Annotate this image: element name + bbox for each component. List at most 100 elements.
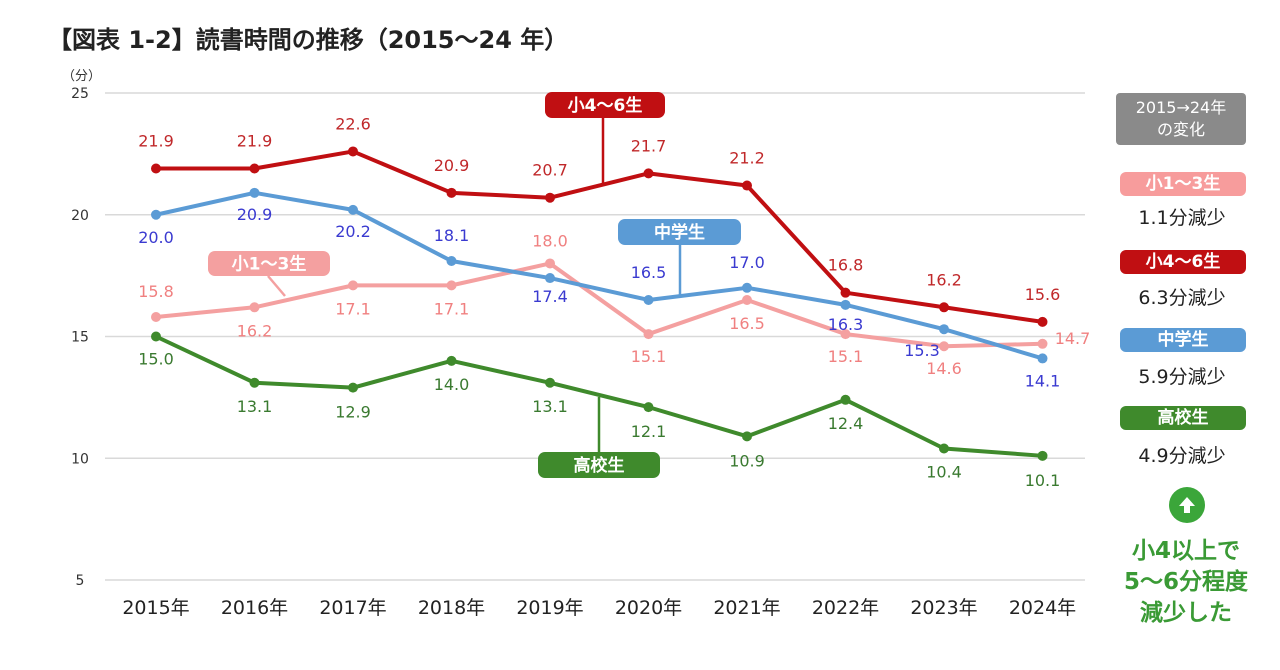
data-label: 20.0 bbox=[138, 228, 174, 247]
data-label: 10.9 bbox=[729, 451, 765, 470]
side-change-junior-high: 5.9分減少 bbox=[1138, 366, 1226, 388]
x-tick-label: 2018年 bbox=[418, 597, 485, 619]
data-point bbox=[742, 180, 752, 191]
data-label: 10.4 bbox=[926, 463, 962, 482]
change-header-line2: の変化 bbox=[1156, 120, 1205, 139]
series-callout-label: 小1～3生 bbox=[232, 254, 307, 275]
side-label-grade4-6: 小4～6生 bbox=[1120, 250, 1246, 274]
data-label: 16.2 bbox=[926, 270, 962, 289]
data-point bbox=[446, 256, 457, 267]
data-point bbox=[840, 287, 851, 298]
x-tick-label: 2021年 bbox=[713, 597, 780, 619]
data-label: 20.7 bbox=[532, 161, 568, 180]
up-arrow-icon bbox=[1169, 487, 1205, 523]
line-chart: （分） 25 20 15 10 5 2015年 2016年 2017年 2018年 2019年 202… bbox=[62, 69, 1091, 619]
data-point bbox=[348, 146, 358, 157]
data-label: 15.1 bbox=[631, 347, 667, 366]
x-tick-label: 2016年 bbox=[221, 597, 288, 619]
x-tick-label: 2024年 bbox=[1009, 597, 1076, 619]
x-tick-label: 2019年 bbox=[516, 597, 583, 619]
series-callout-box bbox=[618, 219, 741, 245]
data-label: 17.4 bbox=[532, 287, 568, 306]
data-point bbox=[742, 431, 752, 442]
data-label: 17.1 bbox=[434, 299, 470, 318]
data-point bbox=[840, 329, 851, 340]
data-label: 18.0 bbox=[532, 231, 568, 250]
data-label: 15.3 bbox=[904, 341, 940, 360]
side-change-high-school: 4.9分減少 bbox=[1138, 445, 1226, 467]
data-point bbox=[151, 331, 161, 342]
x-tick-label: 2015年 bbox=[122, 597, 189, 619]
conclusion-line2: 5～6分程度 bbox=[1123, 569, 1248, 595]
data-label: 15.0 bbox=[138, 350, 174, 369]
data-label: 10.1 bbox=[1025, 471, 1061, 490]
data-label: 14.6 bbox=[926, 359, 962, 378]
data-point bbox=[446, 280, 457, 291]
data-label: 15.6 bbox=[1025, 285, 1061, 304]
data-point bbox=[840, 299, 851, 310]
x-tick-label: 2023年 bbox=[910, 597, 977, 619]
data-label: 18.1 bbox=[434, 226, 470, 245]
side-change-grade1-3: 1.1分減少 bbox=[1138, 207, 1226, 229]
x-tick-label: 2020年 bbox=[615, 597, 682, 619]
data-point bbox=[151, 312, 161, 323]
data-point bbox=[446, 355, 457, 366]
data-label: 16.5 bbox=[729, 314, 765, 333]
data-point bbox=[545, 273, 555, 284]
conclusion-line1: 小4以上で bbox=[1131, 538, 1240, 564]
data-point bbox=[742, 282, 752, 293]
data-label: 15.1 bbox=[828, 347, 864, 366]
side-label-grade1-3: 小1～3生 bbox=[1120, 172, 1246, 196]
data-point bbox=[939, 302, 949, 313]
data-label: 20.9 bbox=[237, 205, 273, 224]
data-label: 15.8 bbox=[138, 282, 174, 301]
data-point bbox=[1037, 353, 1048, 364]
series-callout-box bbox=[545, 92, 665, 118]
x-tick-label: 2022年 bbox=[812, 597, 879, 619]
data-point bbox=[1037, 450, 1048, 461]
conclusion-line3: 減少した bbox=[1140, 600, 1232, 626]
series-line bbox=[155, 261, 1043, 349]
data-label: 16.8 bbox=[828, 256, 864, 275]
side-label-high-school: 高校生 bbox=[1120, 406, 1246, 430]
data-point bbox=[742, 294, 752, 305]
data-point bbox=[840, 394, 851, 405]
side-label-junior-high: 中学生 bbox=[1120, 328, 1246, 352]
data-label: 16.2 bbox=[237, 321, 273, 340]
data-point bbox=[348, 204, 358, 215]
chart-title: 【図表 1-2】読書時間の推移（2015～24 年） bbox=[48, 26, 569, 54]
data-label: 13.1 bbox=[237, 397, 273, 416]
series-line bbox=[155, 190, 1044, 361]
y-tick-label: 20 bbox=[71, 208, 89, 224]
data-label: 21.9 bbox=[237, 131, 273, 150]
y-tick-label: 15 bbox=[71, 330, 89, 346]
series-callout-label: 中学生 bbox=[654, 222, 705, 243]
data-label: 21.9 bbox=[138, 131, 174, 150]
data-point bbox=[545, 192, 555, 203]
data-label: 14.0 bbox=[434, 375, 470, 394]
data-point bbox=[151, 209, 161, 220]
data-point bbox=[643, 294, 654, 305]
data-label: 22.6 bbox=[335, 114, 371, 133]
series-callout-label: 高校生 bbox=[574, 455, 625, 476]
data-label: 12.9 bbox=[335, 403, 371, 422]
data-point bbox=[643, 329, 654, 340]
data-label: 12.1 bbox=[631, 422, 667, 441]
data-label: 20.9 bbox=[434, 156, 470, 175]
data-label: 20.2 bbox=[335, 222, 371, 241]
data-label: 21.7 bbox=[631, 136, 667, 155]
data-label: 14.7 bbox=[1055, 329, 1091, 348]
data-label: 16.3 bbox=[828, 315, 864, 334]
change-header-line1: 2015→24年 bbox=[1135, 98, 1227, 117]
data-label: 12.4 bbox=[828, 414, 864, 433]
series-callout-box bbox=[538, 452, 660, 478]
data-point bbox=[446, 187, 457, 198]
data-point bbox=[939, 443, 949, 454]
series-callout-label: 小4～6生 bbox=[568, 95, 643, 116]
y-tick-label: 5 bbox=[76, 573, 85, 589]
data-label: 13.1 bbox=[532, 397, 568, 416]
data-point bbox=[939, 324, 949, 335]
data-point bbox=[249, 302, 260, 313]
series-line bbox=[155, 334, 1043, 458]
data-point bbox=[249, 187, 260, 198]
